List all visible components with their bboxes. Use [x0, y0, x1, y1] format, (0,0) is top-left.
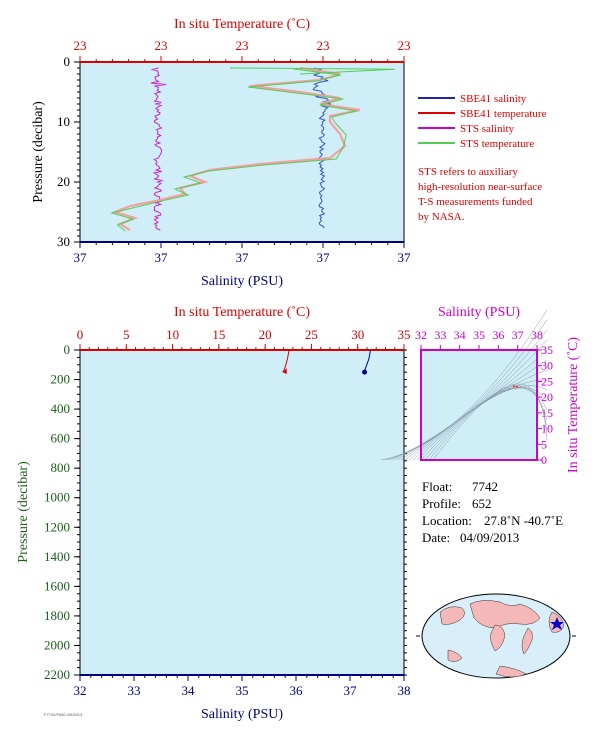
ts-inset-salinity-tick-label: 32 — [415, 328, 427, 342]
top-sts-temperature-line — [109, 68, 357, 232]
ts-inset-temp-tick-label: 25 — [541, 374, 553, 388]
bottom-pressure-tick-label: 2200 — [44, 667, 70, 682]
bottom-pressure-tick-label: 2000 — [44, 637, 70, 652]
top-pressure-tick-label: 30 — [57, 234, 70, 249]
date-row: Date: 04/09/2013 — [422, 530, 520, 545]
bottom-pressure-tick-label: 800 — [51, 460, 71, 475]
bottom-pressure-tick-label: 200 — [51, 372, 71, 387]
bottom-temp-tick-label: 20 — [259, 327, 272, 342]
top-note-line: T-S measurements funded — [418, 196, 533, 208]
bottom-temp-tick-label: 30 — [351, 327, 364, 342]
world-map-landmass — [521, 627, 533, 655]
ts-inset-density-contour — [420, 387, 548, 461]
bottom-sal-tick-label: 34 — [182, 683, 196, 698]
top-plot-area — [79, 61, 405, 243]
top-pressure-tick-label: 20 — [57, 174, 70, 189]
ts-inset-frame — [420, 349, 538, 461]
top-legend-label: SBE41 salinity — [460, 93, 527, 105]
bottom-plot-area — [79, 349, 405, 676]
top-sal-tick-label: 37 — [236, 250, 250, 265]
bottom-sbe41-salinity-endpoint — [362, 369, 368, 375]
bottom-pressure-tick-label: 600 — [51, 431, 71, 446]
ts-inset-temp-tick-label: 20 — [541, 390, 553, 404]
bottom-sal-axis-title: Salinity (PSU) — [201, 707, 283, 722]
ts-inset-data-mark-2 — [514, 383, 517, 391]
top-temp-axis-title: In situ Temperature (˚C) — [174, 17, 310, 32]
ts-inset-salinity-tick-label: 33 — [434, 328, 446, 342]
float-row: Float: 7742 — [422, 479, 498, 494]
footer-tiny-text: F7742/F650 4/9/2013 — [44, 712, 83, 717]
bottom-sal-tick-label: 38 — [398, 683, 411, 698]
ts-inset-density-contour — [388, 329, 548, 461]
bottom-pressure-tick-label: 400 — [51, 401, 71, 416]
float-location-star — [550, 617, 564, 630]
top-pressure-tick-label: 0 — [64, 54, 71, 69]
world-map-landmass — [447, 649, 463, 662]
ts-inset-salinity-tick-label: 35 — [473, 328, 485, 342]
bottom-temp-tick-label: 0 — [77, 327, 84, 342]
top-sal-axis-title: Salinity (PSU) — [201, 274, 283, 289]
bottom-pressure-tick-label: 1000 — [44, 490, 70, 505]
bottom-temp-tick-label: 25 — [305, 327, 318, 342]
world-map-landmass — [495, 665, 527, 678]
bottom-sal-tick-label: 37 — [344, 683, 358, 698]
ts-inset-temp-tick-label: 30 — [541, 359, 553, 373]
bottom-sbe41-temperature-line — [282, 349, 290, 373]
ts-inset-density-contour — [416, 387, 548, 461]
ts-inset-density-contour — [424, 386, 548, 461]
bottom-temp-tick-label: 5 — [123, 327, 130, 342]
top-pressure-axis-title: Pressure (decibar) — [31, 101, 46, 203]
top-temp-tick-label: 23 — [236, 38, 249, 53]
bottom-temp-tick-label: 35 — [398, 327, 411, 342]
top-temp-tick-label: 23 — [155, 38, 168, 53]
ts-inset-temp-tick-label: 5 — [541, 437, 547, 451]
bottom-sal-tick-label: 33 — [128, 683, 141, 698]
ts-inset-salinity-title: Salinity (PSU) — [438, 305, 520, 320]
ts-inset-density-contour — [432, 383, 548, 461]
top-temp-tick-label: 23 — [317, 38, 330, 53]
bottom-pressure-axis-title: Pressure (decibar) — [16, 461, 31, 563]
bottom-pressure-tick-label: 1400 — [44, 549, 70, 564]
top-legend-label: STS temperature — [460, 138, 534, 150]
top-sal-tick-label: 37 — [398, 250, 412, 265]
bottom-temp-axis-title: In situ Temperature (˚C) — [174, 305, 310, 320]
bottom-temp-tick-label: 15 — [212, 327, 225, 342]
location-row: Location: 27.8˚N -40.7˚E — [422, 513, 564, 528]
top-sal-tick-label: 37 — [155, 250, 169, 265]
top-sal-tick-label: 37 — [74, 250, 88, 265]
ts-inset-salinity-tick-label: 34 — [454, 328, 466, 342]
ts-inset-salinity-tick-label: 36 — [492, 328, 504, 342]
top-note-line: STS refers to auxiliary — [418, 166, 518, 178]
ts-inset-salinity-tick-label: 37 — [512, 328, 524, 342]
profile-row: Profile: 652 — [422, 496, 492, 511]
top-note-line: by NASA. — [418, 211, 465, 223]
top-temp-tick-label: 23 — [74, 38, 87, 53]
bottom-pressure-tick-label: 1200 — [44, 519, 70, 534]
top-pressure-tick-label: 10 — [57, 114, 70, 129]
top-legend-label: STS salinity — [460, 123, 515, 135]
top-temp-tick-label: 23 — [398, 38, 411, 53]
bottom-sal-tick-label: 36 — [290, 683, 304, 698]
top-sal-tick-label: 37 — [317, 250, 331, 265]
bottom-pressure-tick-label: 0 — [64, 342, 71, 357]
float-info-block: Float: 7742 Profile: 652 Location: 27.8˚N -… — [422, 478, 563, 546]
ts-inset-temp-title: In situ Temperature (˚C) — [566, 337, 581, 473]
ts-inset-temp-tick-label: 0 — [541, 453, 547, 467]
world-map-landmass — [490, 624, 506, 652]
top-legend-label: SBE41 temperature — [460, 108, 547, 120]
world-map-landmass — [439, 606, 465, 625]
bottom-pressure-tick-label: 1600 — [44, 578, 70, 593]
top-sts-salinity-line — [150, 67, 167, 231]
bottom-sal-tick-label: 32 — [74, 683, 87, 698]
bottom-sal-tick-label: 35 — [236, 683, 249, 698]
ts-inset-temp-tick-label: 15 — [541, 406, 553, 420]
bottom-temp-tick-label: 10 — [166, 327, 179, 342]
top-note-line: high-resolution near-surface — [418, 181, 542, 193]
bottom-sbe41-temperature-endpoint — [282, 368, 287, 375]
top-sts-temperature-surface — [229, 67, 396, 75]
bottom-pressure-tick-label: 1800 — [44, 608, 70, 623]
top-sbe41-temperature-line — [111, 66, 361, 231]
